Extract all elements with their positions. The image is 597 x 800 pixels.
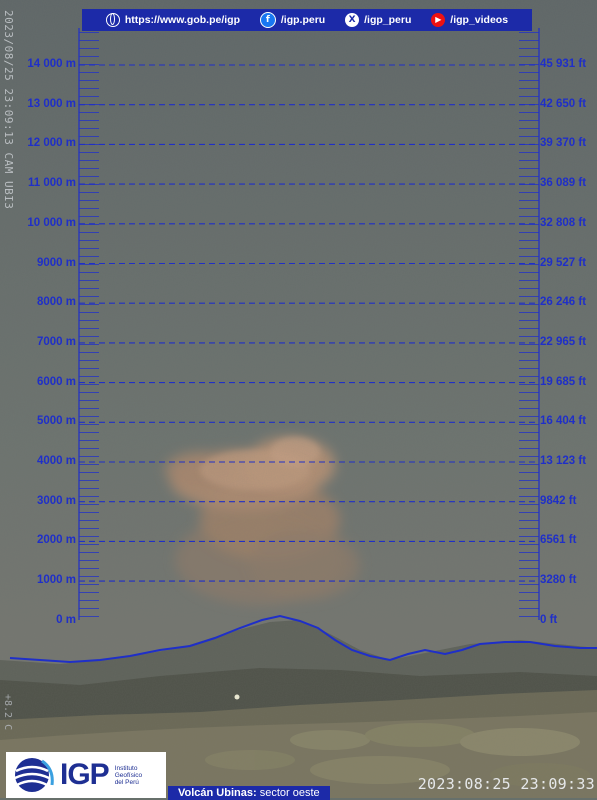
altitude-label-ft: 26 246 ft bbox=[540, 296, 587, 309]
facebook-icon: f bbox=[259, 12, 276, 28]
igp-globe-icon bbox=[14, 758, 54, 792]
altitude-label-m: 9000 m bbox=[36, 256, 76, 269]
caption-subtitle: sector oeste bbox=[259, 787, 320, 799]
altitude-label-ft: 16 404 ft bbox=[540, 415, 587, 428]
logo-acronym: IGP bbox=[60, 758, 110, 791]
height-scale bbox=[78, 28, 540, 620]
altitude-label-ft: 22 965 ft bbox=[540, 335, 587, 348]
altitude-label-m: 2000 m bbox=[36, 534, 76, 547]
altitude-label-m: 5000 m bbox=[36, 415, 76, 428]
facebook-link[interactable]: f /igp.peru bbox=[259, 12, 325, 28]
crater-profile-line bbox=[9, 614, 597, 664]
altitude-label-ft: 3280 ft bbox=[540, 574, 577, 587]
altitude-label-m: 14 000 m bbox=[27, 58, 76, 70]
altitude-label-m: 4000 m bbox=[36, 455, 76, 467]
altitude-label-ft: 29 527 ft bbox=[540, 256, 587, 269]
altitude-label-m: 11 000 m bbox=[28, 177, 76, 190]
website-link[interactable]: https://www.gob.pe/igp bbox=[105, 13, 240, 27]
camera-overlay-text: 2023/08/25 23:09:13 CAM UBI3 bbox=[2, 10, 15, 210]
globe-icon bbox=[105, 13, 120, 27]
altitude-label-ft: 9842 ft bbox=[540, 494, 577, 507]
temperature-readout: +8.2 C bbox=[2, 694, 13, 731]
caption-title: Volcán Ubinas: bbox=[178, 787, 257, 799]
logo-institution-name: Instituto Geofísico del Perú bbox=[114, 764, 143, 786]
altitude-label-ft: 6561 ft bbox=[540, 534, 577, 547]
social-links-bar: https://www.gob.pe/igp f /igp.peru X /ig… bbox=[82, 9, 532, 31]
altitude-label-ft: 42 650 ft bbox=[540, 97, 587, 110]
caption-banner: Volcán Ubinas: sector oeste bbox=[168, 786, 330, 800]
igp-logo: IGP Instituto Geofísico del Perú bbox=[6, 752, 166, 798]
altitude-label-ft: 45 931 ft bbox=[540, 58, 587, 70]
altitude-label-ft: 0 ft bbox=[540, 613, 558, 626]
altitude-label-ft: 13 123 ft bbox=[540, 455, 587, 467]
altitude-label-m: 13 000 m bbox=[27, 97, 76, 110]
altitude-label-ft: 32 808 ft bbox=[540, 216, 587, 229]
altitude-label-ft: 39 370 ft bbox=[540, 137, 587, 150]
youtube-icon: ▶ bbox=[431, 13, 446, 27]
altitude-label-m: 12 000 m bbox=[27, 137, 76, 150]
x-icon: X bbox=[345, 13, 360, 27]
altitude-label-m: 7000 m bbox=[36, 335, 76, 348]
altitude-label-m: 8000 m bbox=[36, 296, 76, 309]
altitude-label-m: 10 000 m bbox=[27, 216, 76, 229]
altitude-label-m: 1000 m bbox=[36, 574, 76, 587]
youtube-link[interactable]: ▶ /igp_videos bbox=[431, 13, 508, 27]
timestamp: 2023:08:25 23:09:33 bbox=[417, 775, 595, 793]
altitude-label-ft: 36 089 ft bbox=[540, 177, 587, 190]
x-link[interactable]: X /igp_peru bbox=[345, 13, 411, 27]
altitude-label-m: 6000 m bbox=[36, 375, 76, 388]
altitude-label-m: 3000 m bbox=[36, 494, 76, 507]
altitude-label-m: 0 m bbox=[56, 613, 76, 626]
altitude-gridlines bbox=[79, 64, 539, 582]
altitude-label-ft: 19 685 ft bbox=[540, 375, 587, 388]
